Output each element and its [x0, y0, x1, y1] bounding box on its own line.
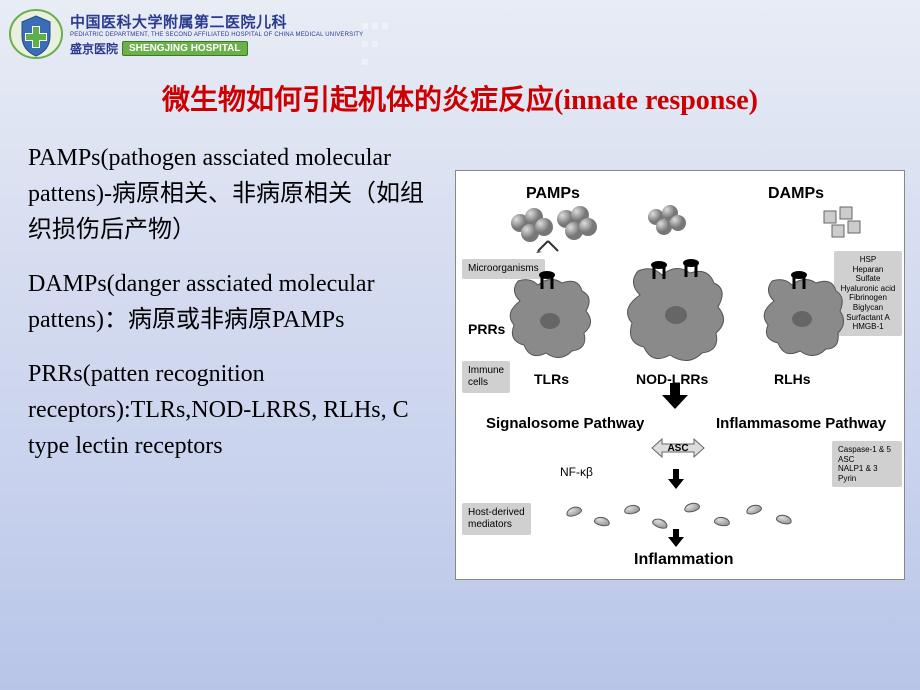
sphere-cluster-icon: [644, 203, 704, 245]
label-pamps: PAMPs: [526, 185, 580, 203]
hospital-en: SHENGJING HOSPITAL: [122, 41, 248, 56]
mediator-icon: [775, 513, 793, 526]
hospital-shield-icon: [8, 6, 64, 62]
header-logo: 中国医科大学附属第二医院儿科 PEDIATRIC DEPARTMENT, THE…: [8, 6, 363, 62]
label-prrs: PRRs: [468, 321, 505, 337]
slide-title: 微生物如何引起机体的炎症反应(innate response): [0, 78, 920, 118]
org-name-en: PEDIATRIC DEPARTMENT, THE SECOND AFFILIA…: [70, 32, 363, 38]
paragraph-prrs: PRRs(patten recognition receptors):TLRs,…: [28, 356, 438, 464]
mediator-icon: [713, 516, 730, 527]
hospital-cn: 盛京医院: [70, 40, 118, 57]
hospital-row: 盛京医院 SHENGJING HOSPITAL: [70, 40, 363, 57]
mediator-icon: [623, 504, 640, 516]
cell-rlh-icon: [754, 271, 850, 367]
label-tlrs: TLRs: [534, 371, 569, 387]
paragraph-damps: DAMPs(danger assciated molecular pattens…: [28, 266, 438, 338]
innate-response-diagram: PAMPs DAMPs Microorganisms HSP Heparan S…: [455, 170, 905, 580]
cell-tlr-icon: [500, 271, 600, 369]
org-name-cn: 中国医科大学附属第二医院儿科: [70, 11, 363, 32]
mediator-icon: [565, 505, 583, 519]
arrow-down-inflammation-icon: [666, 527, 686, 549]
mediator-icon: [683, 501, 701, 514]
damp-squares-icon: [822, 205, 872, 247]
box-host-mediators: Host-derived mediators: [462, 503, 531, 535]
arrow-down-small-icon: [666, 467, 686, 491]
label-signalosome: Signalosome Pathway: [486, 415, 644, 432]
pamp-cluster-icon: [508, 205, 598, 255]
label-damps: DAMPs: [768, 185, 824, 203]
logo-text-block: 中国医科大学附属第二医院儿科 PEDIATRIC DEPARTMENT, THE…: [70, 11, 363, 57]
mediator-icon: [593, 515, 611, 527]
label-inflammation: Inflammation: [634, 551, 734, 569]
label-nfkb: NF-κβ: [560, 465, 593, 479]
content-text: PAMPs(pathogen assciated molecular patte…: [28, 140, 438, 482]
arrow-down-icon: [660, 381, 690, 411]
paragraph-pamps: PAMPs(pathogen assciated molecular patte…: [28, 140, 438, 248]
asc-double-arrow-icon: ASC: [650, 433, 706, 463]
box-caspase: Caspase-1 & 5 ASC NALP1 & 3 Pyrin: [832, 441, 902, 487]
label-rlhs: RLHs: [774, 371, 811, 387]
svg-text:ASC: ASC: [667, 443, 688, 454]
label-inflammasome: Inflammasome Pathway: [716, 415, 886, 432]
mediator-icon: [745, 503, 763, 516]
decorative-dots: [360, 18, 390, 72]
box-immune-cells: Immune cells: [462, 361, 510, 393]
cell-nod-icon: [616, 259, 736, 369]
